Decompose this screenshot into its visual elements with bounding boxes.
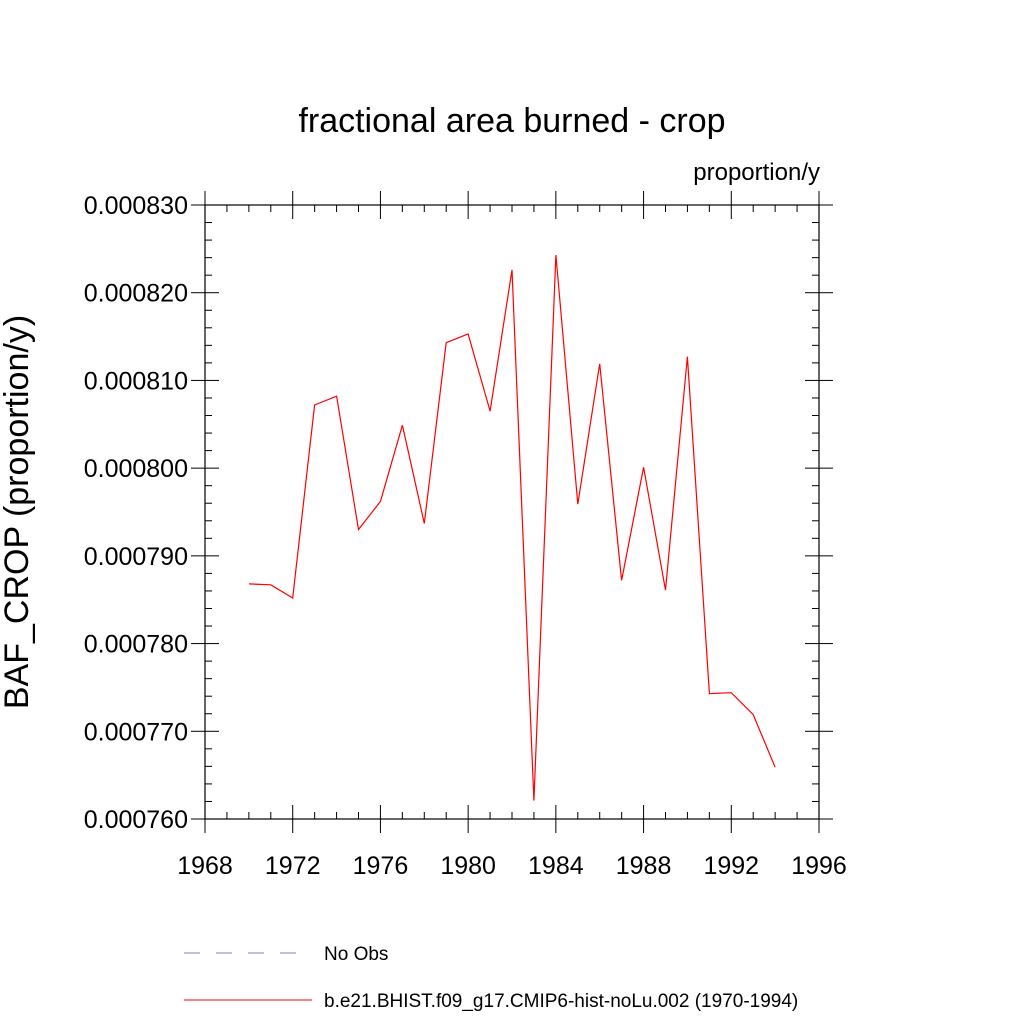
legend-label: b.e21.BHIST.f09_g17.CMIP6-hist-noLu.002 … (324, 991, 798, 1012)
y-tick-label: 0.000800 (84, 455, 188, 483)
x-tick-label: 1984 (528, 852, 584, 880)
legend: No Obs b.e21.BHIST.f09_g17.CMIP6-hist-noL… (184, 944, 798, 1012)
x-tick-label: 1980 (440, 852, 496, 880)
x-axis: 1968 1972 1976 1980 1984 1988 1992 1996 (177, 191, 847, 880)
x-tick-label: 1972 (265, 852, 321, 880)
units-label: proportion/y (693, 159, 820, 186)
plot-frame (204, 204, 820, 820)
y-tick-label: 0.000760 (84, 806, 188, 834)
chart-title: fractional area burned - crop (298, 102, 725, 140)
x-tick-label: 1976 (353, 852, 409, 880)
series-line (248, 254, 776, 801)
y-tick-label: 0.000790 (84, 543, 188, 571)
y-tick-label: 0.000780 (84, 631, 188, 659)
series-layer (248, 254, 776, 801)
x-tick-label: 1996 (791, 852, 847, 880)
x-tick-label: 1992 (703, 852, 759, 880)
x-tick-label: 1968 (177, 852, 233, 880)
y-tick-label: 0.000810 (84, 367, 188, 395)
y-axis-label: BAF_CROP (proportion/y) (0, 315, 36, 709)
y-tick-label: 0.000820 (84, 280, 188, 308)
y-tick-label: 0.000770 (84, 718, 188, 746)
x-tick-label: 1988 (616, 852, 672, 880)
legend-label: No Obs (324, 944, 388, 965)
y-tick-label: 0.000830 (84, 192, 188, 220)
y-axis: 0.000760 0.000770 0.000780 0.000790 0.000800… (84, 192, 833, 834)
